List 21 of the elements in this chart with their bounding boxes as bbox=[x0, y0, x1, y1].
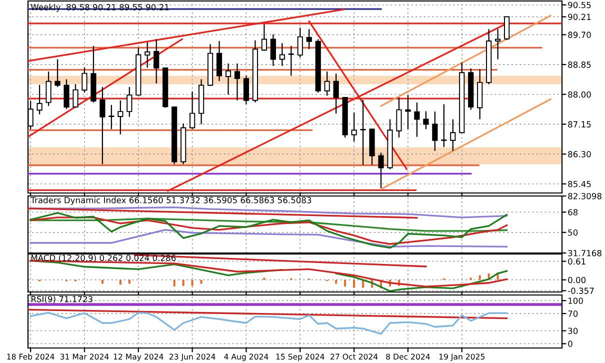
y-tick-label: 88.00 bbox=[568, 91, 591, 98]
y-tick-label: 82.3098 bbox=[568, 192, 602, 200]
y-tick-label: 88.85 bbox=[568, 62, 591, 68]
y-tick-label: 87.15 bbox=[568, 121, 591, 128]
y-tick-label: 86.30 bbox=[568, 151, 591, 158]
y-tick-label: 90.55 bbox=[568, 2, 591, 8]
chart-title: Traders Dynamic Index 66.1560 51.3732 36.5905 66.5863 56.5083 bbox=[30, 196, 312, 205]
y-tick-label: 89.70 bbox=[568, 32, 591, 38]
y-tick-label: -0.357 bbox=[568, 288, 594, 294]
y-tick-label: 85.45 bbox=[568, 180, 591, 188]
y-tick-label: 50 bbox=[568, 229, 578, 236]
y-tick-label: 30 bbox=[568, 328, 578, 334]
y-tick-label: 0.61 bbox=[568, 258, 586, 265]
y-tick-label: 0.00 bbox=[568, 276, 586, 284]
y-tick-label: 100 bbox=[568, 298, 583, 304]
y-tick-label: 90.21 bbox=[568, 14, 591, 20]
y-tick-label: 31.7168 bbox=[568, 250, 602, 256]
y-tick-label: 68 bbox=[568, 209, 578, 216]
chart-title: RSI(9) 71.1723 bbox=[31, 296, 92, 304]
y-tick-label: 70 bbox=[568, 310, 578, 317]
y-tick-label: 0 bbox=[568, 340, 572, 347]
